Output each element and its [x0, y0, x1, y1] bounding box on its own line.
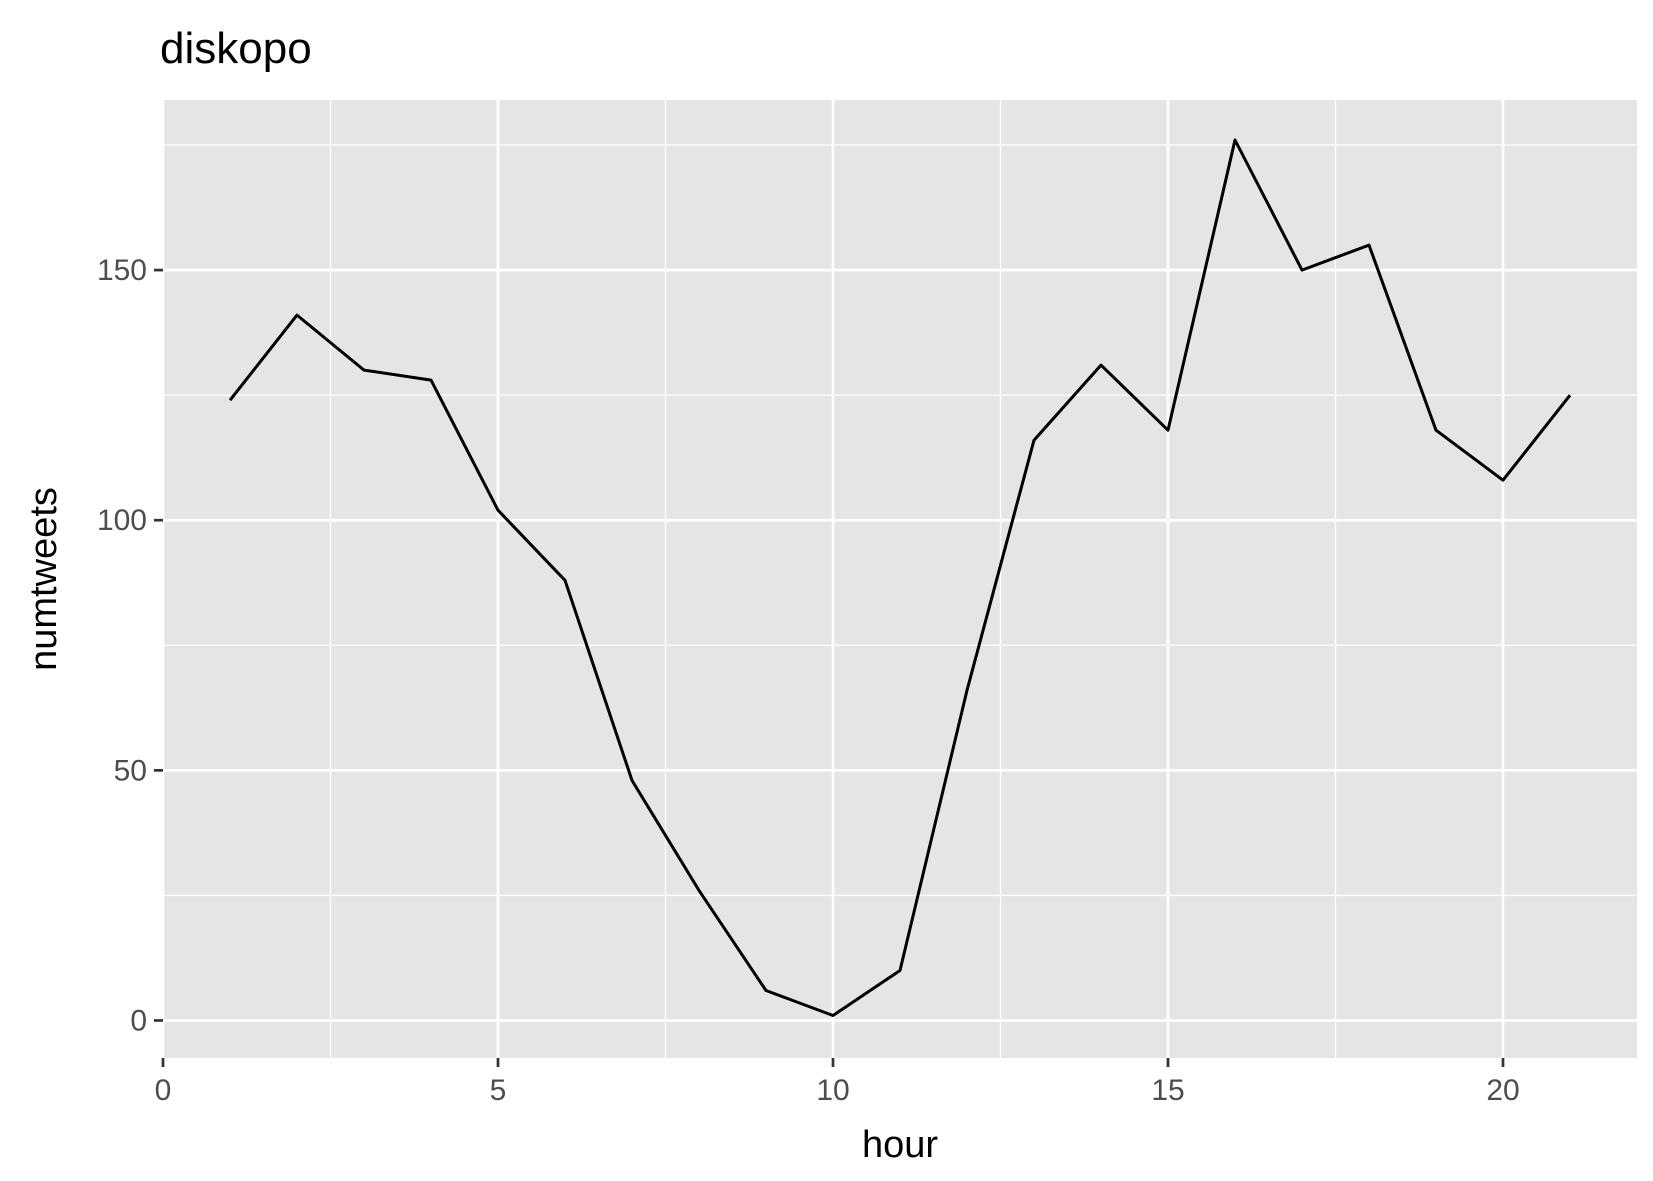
- x-tick-label: 15: [1151, 1074, 1184, 1107]
- y-tick-label: 150: [97, 254, 147, 287]
- series-line: [228, 138, 1572, 1017]
- minor-gridlines: [163, 100, 1637, 1058]
- x-axis: 0 5 10 15 20: [155, 1058, 1520, 1107]
- x-axis-label: hour: [862, 1124, 938, 1166]
- y-axis-label: numtweets: [23, 487, 65, 671]
- plot-panel: [163, 100, 1637, 1058]
- data-series: [228, 138, 1572, 1017]
- x-tick-label: 5: [490, 1074, 507, 1107]
- chart-title: diskopo: [160, 24, 312, 73]
- x-tick-label: 0: [155, 1074, 172, 1107]
- y-axis: 0 50 100 150: [97, 254, 163, 1037]
- y-tick-label: 50: [114, 754, 147, 787]
- y-tick-label: 0: [130, 1004, 147, 1037]
- x-tick-label: 20: [1486, 1074, 1519, 1107]
- y-tick-label: 100: [97, 504, 147, 537]
- major-gridlines: [161, 100, 1637, 1058]
- x-tick-label: 10: [816, 1074, 849, 1107]
